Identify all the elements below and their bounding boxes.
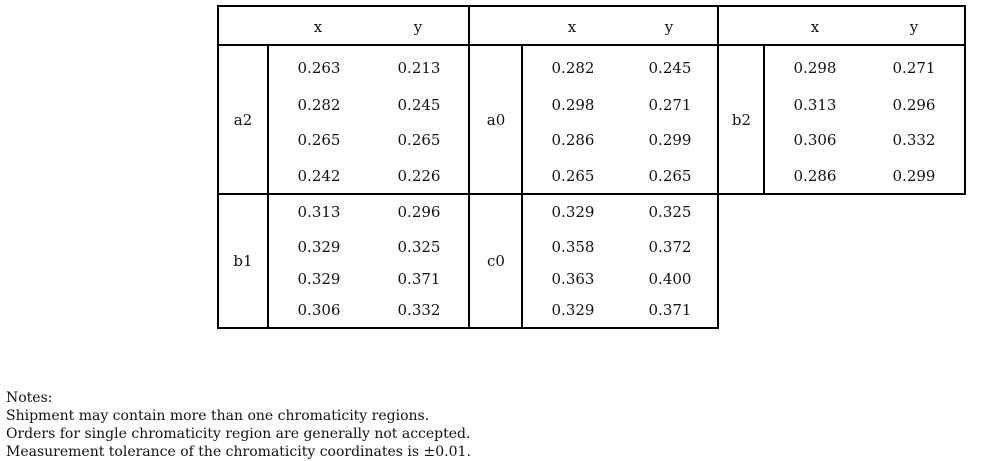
value-x: 0.282 [297,96,341,114]
value-y: 0.325 [397,238,441,256]
region-label: b1 [233,252,253,270]
value-x: 0.329 [297,270,341,288]
value-y: 0.226 [397,167,441,185]
value-x: 0.265 [551,167,595,185]
value-x: 0.358 [551,238,595,256]
value-x: 0.329 [551,203,595,221]
value-y: 0.372 [648,238,692,256]
value-y: 0.371 [397,270,441,288]
value-x: 0.363 [551,270,595,288]
note-line: Shipment may contain more than one chrom… [6,408,430,424]
notes-section: Notes: Shipment may contain more than on… [6,389,471,461]
value-x: 0.265 [297,131,341,149]
value-y: 0.371 [648,301,692,319]
region-label: a2 [233,111,253,129]
value-x: 0.329 [551,301,595,319]
value-x: 0.263 [297,59,341,77]
note-line: Orders for single chromaticity region ar… [6,426,471,442]
value-y: 0.245 [397,96,441,114]
value-x: 0.242 [297,167,341,185]
value-y: 0.332 [892,131,936,149]
value-x: 0.329 [297,238,341,256]
region-label: c0 [487,252,505,270]
value-x: 0.286 [551,131,595,149]
divider-label-col-2 [521,44,523,329]
header-divider [217,44,966,46]
value-y: 0.332 [397,301,441,319]
col-header-x: x [810,18,820,36]
region-label: a0 [486,111,506,129]
col-header-y: y [909,18,919,36]
value-y: 0.325 [648,203,692,221]
col-header-y: y [664,18,674,36]
value-x: 0.306 [793,131,837,149]
divider-label-col-3 [763,44,765,195]
divider-label-col-1 [267,44,269,329]
value-y: 0.265 [397,131,441,149]
value-y: 0.296 [892,96,936,114]
value-y: 0.299 [648,131,692,149]
value-y: 0.299 [892,167,936,185]
divider-block-1-2 [468,5,470,329]
col-header-y: y [413,18,423,36]
value-x: 0.298 [551,96,595,114]
value-y: 0.400 [648,270,692,288]
divider-block-2-3 [717,5,719,195]
value-y: 0.245 [648,59,692,77]
value-y: 0.271 [648,96,692,114]
value-x: 0.306 [297,301,341,319]
col-header-x: x [313,18,323,36]
notes-heading: Notes: [6,390,53,406]
value-y: 0.213 [397,59,441,77]
note-line: Measurement tolerance of the chromaticit… [6,444,471,460]
value-x: 0.282 [551,59,595,77]
value-x: 0.298 [793,59,837,77]
value-y: 0.271 [892,59,936,77]
value-x: 0.313 [297,203,341,221]
col-header-x: x [567,18,577,36]
region-label: b2 [731,111,752,129]
value-y: 0.265 [648,167,692,185]
value-x: 0.313 [793,96,837,114]
value-x: 0.286 [793,167,837,185]
value-y: 0.296 [397,203,441,221]
